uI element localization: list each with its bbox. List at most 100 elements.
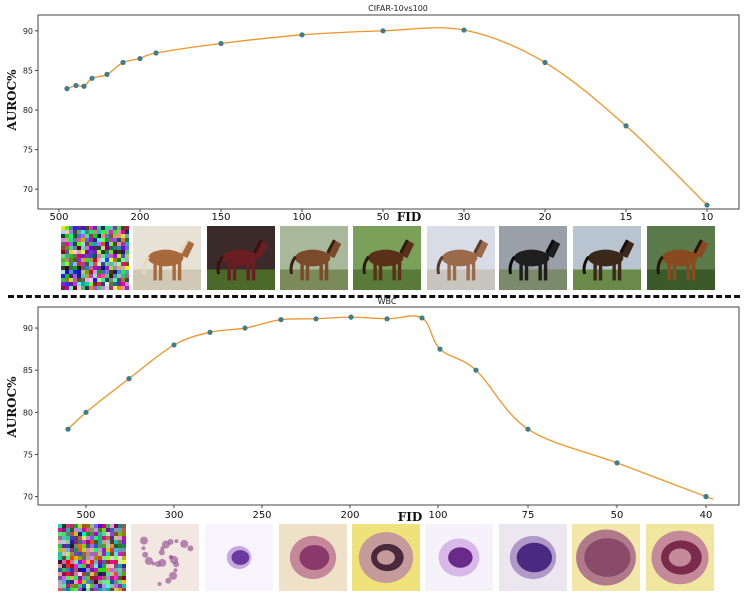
wbc-thumbnail-row [0,524,747,594]
y-tick-label: 90 [23,27,33,36]
data-point [83,409,89,415]
data-point [120,59,126,66]
data-point [348,314,354,320]
cell-yellow-image [352,524,420,591]
horse-light-image [133,226,201,290]
sample-thumbnail [352,524,420,591]
noise-image [58,524,126,591]
sample-thumbnail [205,524,273,591]
y-tick-label: 85 [23,66,33,75]
x-tick-label: 75 [522,510,535,521]
x-axis-label: FID [397,210,422,224]
x-tick-label: 300 [164,510,183,521]
x-tick-label: 20 [539,212,552,223]
y-axis-label: AUROC% [5,69,19,132]
sample-thumbnail [133,226,201,290]
data-point [218,40,224,47]
data-point [299,32,305,38]
sample-thumbnail [131,524,199,591]
cell-large-image [572,524,640,591]
data-point [542,59,548,66]
data-point [104,71,110,77]
data-point [384,316,390,322]
data-point [313,316,319,322]
x-tick-label: 200 [130,212,149,223]
data-point [153,50,159,56]
data-point [207,329,213,335]
y-tick-label: 70 [23,493,33,502]
data-point [704,202,710,208]
y-tick-label: 90 [23,324,33,333]
x-tick-label: 30 [458,212,471,223]
wbc-line-chart: WBC AUROC% FID 70 75 80 85 90 500 300 250 200 100… [5,297,740,524]
plot-frame [37,306,740,506]
sample-thumbnail [61,226,129,290]
cell-small-image [205,524,273,591]
data-point [81,83,87,89]
y-tick-label: 80 [23,408,33,417]
data-point [614,460,620,466]
cell-speckled-image [279,524,347,591]
sample-thumbnail [499,226,567,290]
horse-pale-image [427,226,495,290]
data-point [473,367,479,373]
data-point [278,317,284,323]
x-tick-label: 100 [428,510,447,521]
cifar-thumbnail-row [0,226,747,292]
data-point [137,55,143,62]
horse-dark-image [207,226,275,290]
data-point [126,376,132,382]
horse-bay-image [647,226,715,290]
sample-thumbnail [353,226,421,290]
series-line [67,315,714,500]
sample-thumbnail [207,226,275,290]
x-tick-label: 50 [377,212,390,223]
data-point [73,82,79,89]
x-tick-label: 10 [701,212,714,223]
y-tick-label: 70 [23,185,33,194]
x-tick-label: 40 [700,510,713,521]
sample-thumbnail [427,226,495,290]
cell-ring-image [646,524,714,591]
chart-title: WBC [378,297,397,306]
plot-frame [37,14,740,210]
x-axis-label: FID [398,510,423,524]
data-point [65,426,71,432]
noise-image [61,226,129,290]
data-point [437,346,443,352]
sample-thumbnail [499,524,567,591]
section-divider [8,295,740,298]
wbc-chart-panel: WBC AUROC% FID 70 75 80 85 90 500 300 250 200 100… [0,297,747,599]
data-point [623,123,629,129]
horse-brown-image [280,226,348,290]
sample-thumbnail [58,524,126,591]
x-tick-label: 150 [211,212,230,223]
y-tick-label: 80 [23,106,33,115]
x-tick-label: 500 [76,510,95,521]
x-tick-label: 15 [620,212,633,223]
data-point [525,426,531,432]
data-point [380,28,386,34]
x-tick-label: 50 [611,510,624,521]
y-tick-label: 85 [23,366,33,375]
sample-thumbnail [280,226,348,290]
sample-thumbnail [573,226,641,290]
sample-thumbnail [572,524,640,591]
x-tick-label: 200 [340,510,359,521]
horse-rider-image [573,226,641,290]
data-point [703,493,709,500]
data-point [461,27,467,33]
chart-title: CIFAR-10vs100 [368,4,428,13]
cell-purple-image [425,524,493,591]
data-point [64,86,70,92]
data-point [242,325,248,331]
x-tick-label: 250 [252,510,271,521]
x-tick-label: 500 [49,212,68,223]
sample-thumbnail [647,226,715,290]
series-line [66,27,708,206]
cifar-chart-panel: CIFAR-10vs100 AUROC% FID 70 75 80 85 90 500 20… [0,0,747,295]
y-tick-label: 75 [23,146,33,155]
sample-thumbnail [279,524,347,591]
data-point [89,75,95,81]
cell-faint-image [131,524,199,591]
